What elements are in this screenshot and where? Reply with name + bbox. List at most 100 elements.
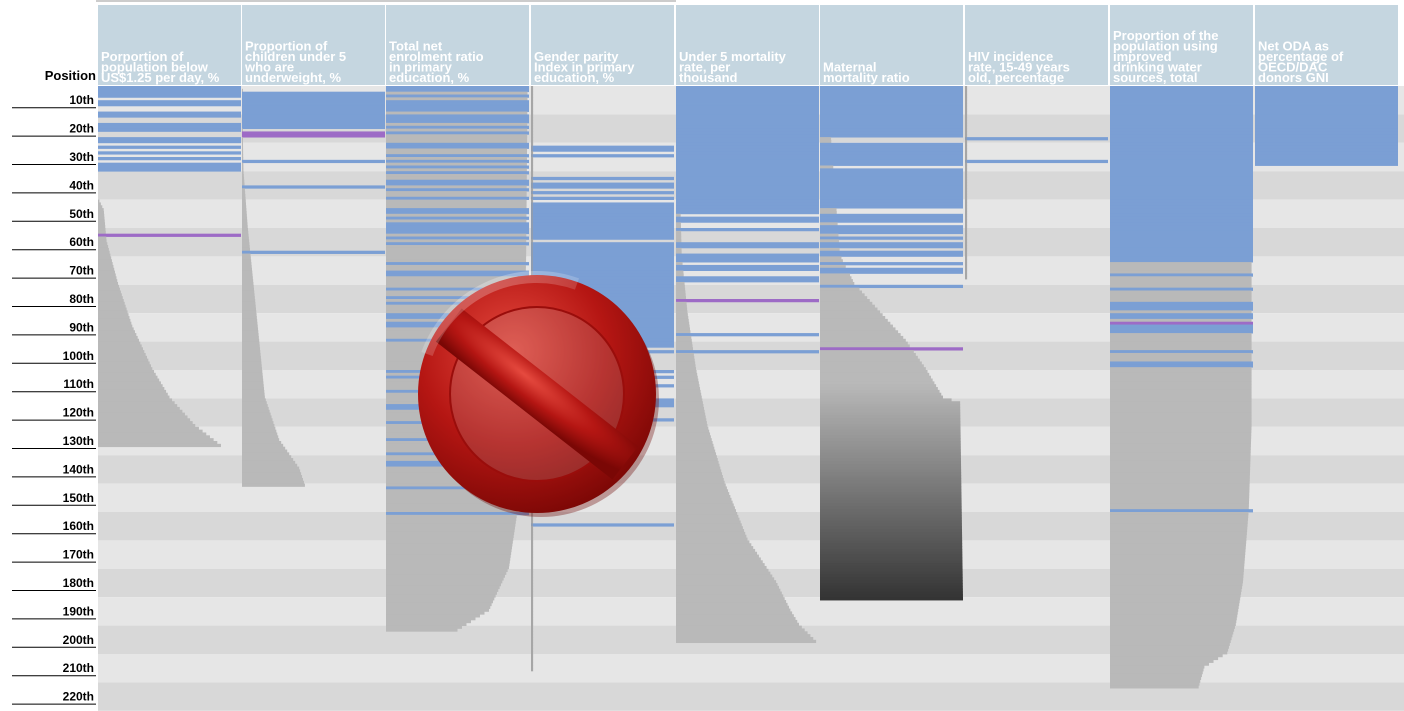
rank-value-bar [98, 250, 110, 254]
rank-value-bar [820, 506, 962, 510]
rank-row-mark [98, 139, 241, 144]
rank-value-bar [676, 370, 697, 374]
rank-row-mark [531, 210, 674, 215]
rank-value-bar [820, 563, 963, 567]
rank-row-mark [676, 134, 819, 138]
rank-value-bar [98, 389, 167, 394]
rank-row-mark [386, 210, 529, 215]
rank-value-bar [242, 475, 303, 479]
rank-value-bar [242, 262, 252, 266]
rank-value-bar [386, 531, 515, 536]
rank-row-mark [820, 245, 963, 249]
rank-value-bar [386, 622, 467, 626]
rank-row-mark [386, 171, 529, 175]
column-header-line: Porportion of [101, 49, 184, 64]
rank-value-bar [98, 307, 127, 311]
rank-value-bar [1110, 299, 1252, 303]
column-header-line: old, percentage [968, 70, 1064, 85]
rank-value-bar [98, 256, 112, 260]
rank-row-mark [531, 256, 674, 260]
rank-row-mark [531, 262, 674, 266]
rank-row-mark [242, 100, 385, 104]
rank-value-bar [820, 565, 963, 570]
rank-value-bar [820, 208, 837, 212]
rank-row-mark [676, 108, 819, 112]
rank-value-bar [1110, 262, 1252, 266]
rank-row-mark [820, 347, 963, 351]
rank-value-bar [1110, 264, 1252, 269]
y-tick-label: 110th [63, 377, 94, 391]
rank-row-mark [1110, 259, 1253, 263]
rank-row-mark [676, 176, 819, 181]
rank-row-mark [1255, 117, 1398, 121]
rank-value-bar [676, 529, 745, 533]
rank-value-bar [820, 548, 963, 553]
rank-value-bar [98, 290, 121, 294]
rank-value-bar [242, 344, 260, 348]
rank-value-bar [98, 253, 111, 257]
rank-value-bar [386, 605, 491, 609]
rank-value-bar [1110, 446, 1251, 450]
rank-value-bar [676, 296, 687, 300]
rank-row-mark [386, 142, 529, 147]
column-header-line: Proportion of [245, 39, 328, 54]
rank-row-mark [676, 228, 819, 232]
rank-row-mark [820, 111, 963, 115]
rank-value-bar [820, 361, 922, 365]
rank-value-bar [386, 233, 527, 237]
rank-value-bar [1110, 406, 1252, 411]
rank-value-bar [386, 577, 504, 581]
rank-row-mark [820, 196, 963, 200]
rank-value-bar [1110, 352, 1252, 357]
rank-value-bar [98, 438, 214, 442]
rank-value-bar [98, 443, 221, 448]
rank-row-mark [98, 137, 241, 141]
rank-value-bar [242, 264, 252, 269]
rank-value-bar [98, 355, 147, 360]
rank-value-bar [98, 344, 142, 348]
rank-value-bar [676, 565, 767, 570]
rank-value-bar [820, 310, 881, 314]
rank-value-bar [242, 171, 244, 175]
rank-value-bar [1110, 662, 1209, 666]
rank-row-mark [820, 250, 963, 254]
rank-value-bar [386, 529, 515, 533]
rank-value-bar [386, 492, 519, 496]
rank-value-bar [98, 367, 153, 371]
rank-value-bar [676, 560, 763, 564]
rank-value-bar [1110, 523, 1248, 527]
rank-row-mark [1110, 100, 1253, 104]
rank-value-bar [98, 216, 105, 220]
rank-row-mark [676, 97, 819, 101]
rank-value-bar [820, 514, 962, 519]
rank-value-bar [98, 333, 137, 337]
rank-value-bar [98, 281, 119, 286]
rank-value-bar [820, 412, 961, 416]
rank-row-mark [820, 228, 963, 232]
rank-row-mark [531, 287, 674, 291]
rank-value-bar [676, 557, 761, 561]
rank-value-bar [242, 316, 257, 320]
rank-value-bar [820, 483, 962, 487]
rank-value-bar [676, 480, 725, 484]
rank-value-bar [1110, 469, 1251, 473]
rank-row-mark [98, 157, 241, 161]
rank-value-bar [676, 563, 765, 567]
rank-value-bar [820, 460, 962, 465]
rank-value-bar [1110, 480, 1250, 484]
rank-value-bar [242, 213, 247, 218]
rank-value-bar [1110, 284, 1252, 289]
rank-value-bar [98, 316, 130, 320]
rank-value-bar [98, 279, 118, 283]
rank-row-mark [531, 290, 674, 294]
rank-row-mark [98, 145, 241, 149]
rank-row-mark [386, 94, 529, 98]
indicator-column [676, 86, 819, 644]
rank-row-mark [1110, 103, 1253, 107]
rank-value-bar [1110, 358, 1252, 362]
rank-value-bar [98, 327, 134, 331]
rank-value-bar [1110, 404, 1252, 408]
rank-row-mark [1255, 159, 1398, 164]
rank-value-bar [98, 301, 125, 306]
rank-value-bar [1110, 591, 1242, 595]
